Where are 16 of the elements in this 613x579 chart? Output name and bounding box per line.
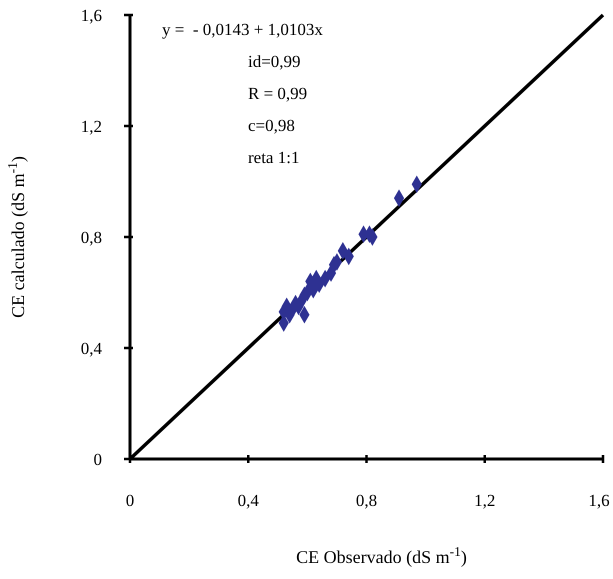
y-tick-label: 0,4 — [80, 339, 102, 358]
x-tick-label: 1,6 — [588, 491, 610, 510]
x-tick-label: 0 — [126, 491, 134, 510]
annotation: reta 1:1 — [248, 148, 300, 167]
annotation: y = - 0,0143 + 1,0103x — [162, 20, 324, 39]
x-tick-label: 0,4 — [238, 491, 260, 510]
x-tick-label: 1,2 — [474, 491, 496, 510]
annotation: c=0,98 — [248, 116, 295, 135]
y-tick-label: 1,2 — [80, 117, 102, 136]
x-tick-label: 0,8 — [356, 491, 378, 510]
annotation: id=0,99 — [248, 52, 301, 71]
y-tick-label: 0,8 — [80, 228, 102, 247]
x-axis-title: CE Observado (dS m$^{-1}$) — [296, 544, 467, 567]
annotation: R = 0,99 — [248, 84, 308, 103]
y-tick-label: 1,6 — [80, 6, 102, 25]
y-tick-label: 0 — [94, 450, 102, 469]
